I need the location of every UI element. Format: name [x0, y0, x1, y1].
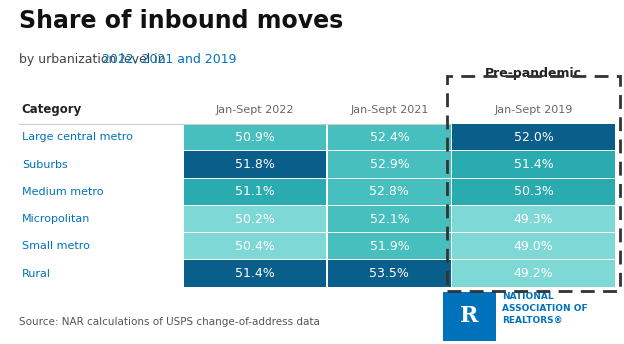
Text: 52.0%: 52.0% [514, 131, 553, 144]
Text: 51.8%: 51.8% [235, 158, 275, 171]
Text: NATIONAL
ASSOCIATION OF
REALTORS®: NATIONAL ASSOCIATION OF REALTORS® [502, 292, 588, 325]
Text: by urbanization level in: by urbanization level in [19, 53, 169, 66]
Text: Jan-Sept 2022: Jan-Sept 2022 [216, 105, 295, 115]
Text: 51.1%: 51.1% [235, 185, 275, 198]
Text: Micropolitan: Micropolitan [22, 214, 90, 224]
Text: 50.3%: 50.3% [514, 185, 553, 198]
Text: 51.9%: 51.9% [369, 240, 409, 253]
Text: 52.1%: 52.1% [369, 213, 409, 226]
Text: 52.4%: 52.4% [369, 131, 409, 144]
Text: Source: NAR calculations of USPS change-of-address data: Source: NAR calculations of USPS change-… [19, 317, 319, 327]
Text: Jan-Sept 2019: Jan-Sept 2019 [494, 105, 573, 115]
Text: Category: Category [22, 104, 82, 117]
Text: 49.2%: 49.2% [514, 267, 553, 280]
Text: 52.9%: 52.9% [369, 158, 409, 171]
Text: Jan-Sept 2021: Jan-Sept 2021 [350, 105, 429, 115]
Text: 50.4%: 50.4% [235, 240, 275, 253]
Text: Large central metro: Large central metro [22, 132, 133, 142]
Text: Pre-pandemic: Pre-pandemic [485, 67, 582, 80]
Text: Suburbs: Suburbs [22, 160, 67, 170]
Text: 53.5%: 53.5% [369, 267, 409, 280]
Text: Small metro: Small metro [22, 241, 90, 251]
Text: 49.0%: 49.0% [514, 240, 553, 253]
Text: R: R [461, 305, 479, 327]
Text: 50.9%: 50.9% [235, 131, 275, 144]
Text: 52.8%: 52.8% [369, 185, 409, 198]
Text: 49.3%: 49.3% [514, 213, 553, 226]
Text: Share of inbound moves: Share of inbound moves [19, 9, 343, 33]
Text: Medium metro: Medium metro [22, 187, 104, 197]
Text: 51.4%: 51.4% [235, 267, 275, 280]
Text: 50.2%: 50.2% [235, 213, 275, 226]
Text: 51.4%: 51.4% [514, 158, 553, 171]
Text: 2022, 2021 and 2019: 2022, 2021 and 2019 [102, 53, 236, 66]
Text: Rural: Rural [22, 269, 51, 279]
